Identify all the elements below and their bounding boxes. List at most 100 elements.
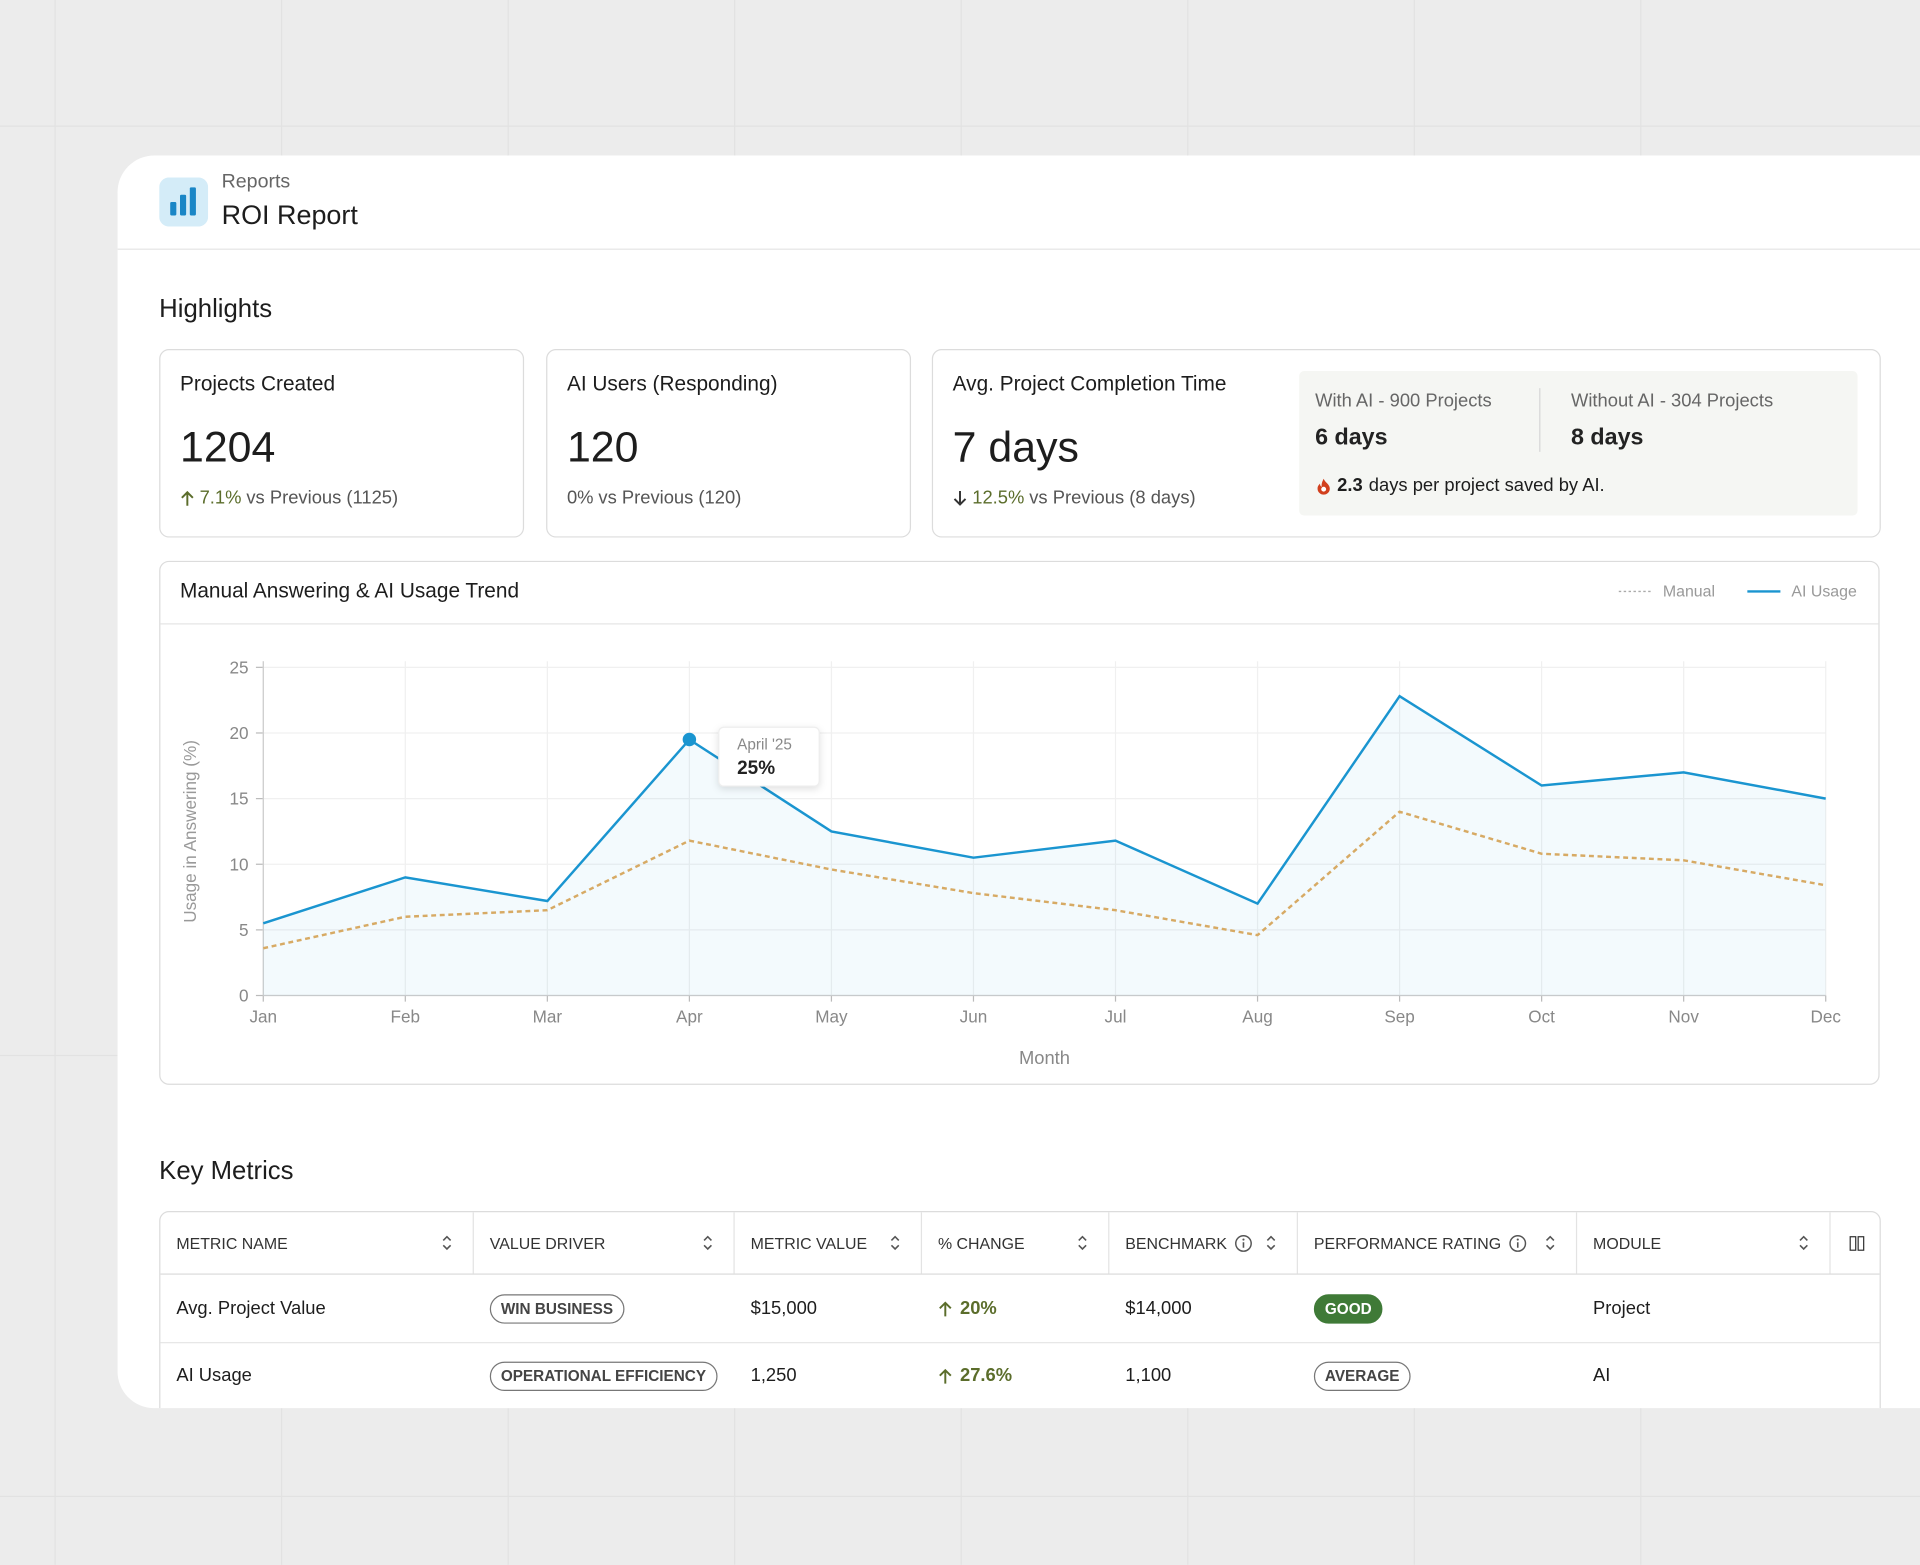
table-cell: WIN BUSINESS (474, 1275, 735, 1342)
x-tick-label: May (815, 1006, 848, 1026)
badge: GOOD (1313, 1293, 1383, 1324)
x-tick-label: Dec (1810, 1006, 1841, 1026)
column-label: VALUE DRIVER (489, 1233, 606, 1253)
kpi-change: 0% (566, 487, 594, 509)
table-cell: AVERAGE (1298, 1342, 1577, 1408)
column-label: MODULE (1593, 1233, 1662, 1253)
kpi-change: 7.1% (199, 487, 242, 509)
cell-text: 1,250 (750, 1365, 797, 1387)
y-tick-label: 5 (239, 920, 249, 940)
cell-text: $14,000 (1125, 1297, 1192, 1319)
header-divider (117, 248, 1920, 250)
kpi-value: 1204 (180, 423, 276, 472)
badge: WIN BUSINESS (489, 1293, 625, 1324)
columns-icon[interactable] (1849, 1235, 1865, 1251)
kpi-label: Avg. Project Completion Time (952, 372, 1227, 396)
kpi-change: 12.5% (972, 487, 1025, 509)
sort-icon[interactable] (1798, 1234, 1810, 1251)
column-settings (1831, 1212, 1880, 1273)
column-label: METRIC NAME (176, 1233, 288, 1253)
kpi-value: 7 days (952, 423, 1079, 472)
kpi-comparison: vs Previous (1125) (246, 487, 399, 509)
column-header[interactable]: METRIC VALUE (735, 1212, 923, 1274)
sort-icon[interactable] (441, 1234, 453, 1251)
info-icon[interactable] (1234, 1234, 1253, 1252)
section-title: Key Metrics (159, 1157, 294, 1186)
comparison-box: With AI - 900 Projects 6 days Without AI… (1299, 371, 1858, 516)
x-tick-label: Apr (676, 1006, 703, 1026)
legend-label: AI Usage (1791, 583, 1857, 600)
kpi-value: 120 (566, 423, 639, 472)
column-label: BENCHMARK (1125, 1233, 1228, 1253)
table-cell: Avg. Project Value (160, 1275, 473, 1342)
kpi-change-row: 7.1% vs Previous (1125) (180, 487, 398, 508)
sort-icon[interactable] (1265, 1234, 1277, 1251)
badge: OPERATIONAL EFFICIENCY (489, 1361, 718, 1391)
column-label: % CHANGE (937, 1233, 1025, 1253)
x-tick-label: Jan (249, 1006, 277, 1026)
report-panel: Reports ROI Report Highlights Projects C… (117, 155, 1920, 1409)
saved-value: 2.3 (1337, 475, 1363, 496)
sort-icon[interactable] (1544, 1234, 1556, 1251)
metrics-table: METRIC NAME VALUE DRIVER METRIC VALUE % CHA… (159, 1211, 1881, 1409)
column-header[interactable]: METRIC NAME (160, 1212, 474, 1274)
saved-text: days per project saved by AI. (1368, 475, 1605, 496)
saved-row: 2.3 days per project saved by AI. (1316, 475, 1605, 496)
kpi-comparison: vs Previous (8 days) (1029, 487, 1196, 509)
column-label: PERFORMANCE RATING (1313, 1233, 1502, 1253)
table-cell: 27.6% (922, 1342, 1109, 1408)
series-line (263, 810, 1826, 950)
breadcrumb: Reports (221, 171, 291, 193)
tooltip-value: 25% (737, 758, 775, 779)
kpi-change-row: 0% vs Previous (120) (567, 487, 741, 508)
legend-label: Manual (1663, 583, 1715, 600)
y-axis-title: Usage in Answering (%) (180, 740, 200, 923)
with-ai-value: 6 days (1315, 424, 1388, 451)
table-cell: AI (1577, 1342, 1830, 1408)
sort-icon[interactable] (889, 1234, 901, 1251)
kpi-card: AI Users (Responding) 120 0% vs Previous… (546, 348, 912, 538)
cell-text: AI (1593, 1365, 1611, 1387)
badge: AVERAGE (1313, 1361, 1411, 1391)
divider (1539, 388, 1541, 452)
up-arrow (181, 490, 194, 506)
table-cell: $15,000 (735, 1275, 922, 1342)
y-tick-label: 0 (239, 986, 249, 1006)
y-tick-label: 25 (230, 657, 249, 677)
x-tick-label: Jun (960, 1006, 988, 1026)
report-icon (159, 177, 209, 227)
kpi-card: Projects Created 1204 7.1% vs Previous (… (159, 348, 525, 538)
cell-text: 20% (960, 1297, 997, 1319)
column-header[interactable]: MODULE (1577, 1212, 1831, 1274)
line-chart: Manual AI Usage 0 5 10 15 20 25 Jan Feb Mar Apr May J… (180, 583, 1857, 1068)
info-icon[interactable] (1508, 1234, 1527, 1252)
sort-icon[interactable] (702, 1234, 714, 1251)
column-header[interactable]: VALUE DRIVER (474, 1212, 735, 1274)
table-cell: GOOD (1298, 1275, 1577, 1342)
table-cell: Project (1577, 1275, 1830, 1342)
x-axis-title: Month (1019, 1047, 1070, 1068)
kpi-comparison: vs Previous (120) (598, 487, 742, 509)
cell-text: 27.6% (960, 1365, 1013, 1387)
column-header[interactable]: BENCHMARK (1109, 1212, 1298, 1274)
chart-divider (160, 623, 1879, 625)
y-tick-label: 20 (230, 723, 249, 743)
table-cell: AI Usage (160, 1342, 473, 1408)
sort-icon[interactable] (1076, 1234, 1088, 1251)
kpi-label: AI Users (Responding) (566, 372, 778, 396)
cell-text: Avg. Project Value (176, 1297, 326, 1319)
x-tick-label: Jul (1105, 1006, 1127, 1026)
y-tick-label: 15 (230, 789, 249, 809)
without-ai-label: Without AI - 304 Projects (1571, 390, 1774, 412)
down-arrow (953, 490, 967, 506)
with-ai-label: With AI - 900 Projects (1315, 390, 1492, 412)
x-tick-label: Mar (533, 1006, 563, 1026)
column-label: METRIC VALUE (750, 1233, 868, 1253)
section-title: Highlights (159, 295, 273, 324)
y-tick-label: 10 (230, 854, 249, 874)
column-header[interactable]: PERFORMANCE RATING (1298, 1212, 1578, 1274)
column-header[interactable]: % CHANGE (922, 1212, 1110, 1274)
table-cell: 1,100 (1109, 1342, 1298, 1408)
cell-text: AI Usage (176, 1365, 252, 1387)
